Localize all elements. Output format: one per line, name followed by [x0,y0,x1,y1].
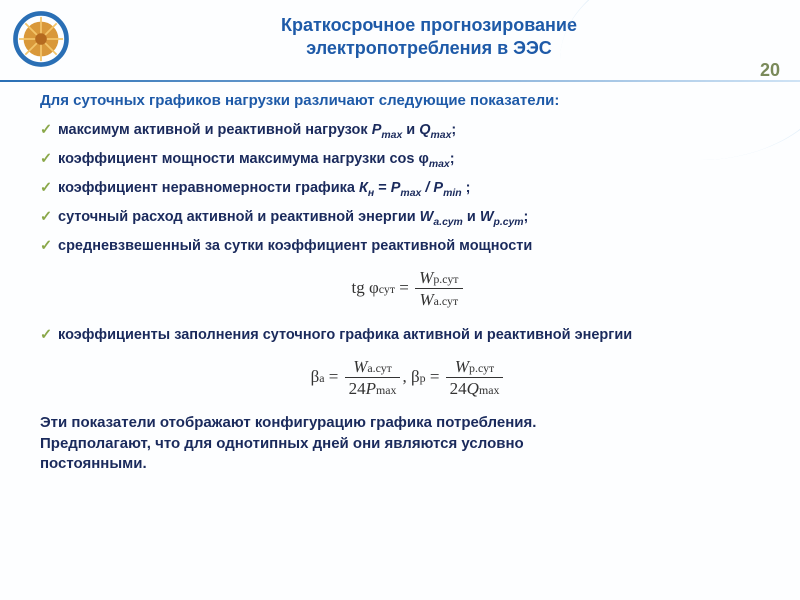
bullet-irregularity: коэффициент неравномерности графика Кн =… [40,177,776,202]
page-number: 20 [760,60,780,81]
bullet-max-load: максимум активной и реактивной нагрузок … [40,119,776,144]
slide-content: Для суточных графиков нагрузки различают… [0,92,800,474]
logo-sunburst-icon [12,10,70,68]
bullet-list-1: максимум активной и реактивной нагрузок … [40,119,776,258]
title-line-1: Краткосрочное прогнозирование [281,15,577,35]
bullet-daily-energy: суточный расход активной и реактивной эн… [40,206,776,231]
bullet-list-2: коэффициенты заполнения суточного график… [40,324,776,346]
bullet-weighted-reactive: средневзвешенный за сутки коэффициент ре… [40,235,776,257]
bullet-fill-factor: коэффициенты заполнения суточного график… [40,324,776,346]
bullet-power-factor: коэффициент мощности максимума нагрузки … [40,148,776,173]
footer-paragraph: Эти показатели отображают конфигурацию г… [40,413,776,474]
formula-tg-phi: tg φсут = Wр.сутWа.сут [40,268,776,311]
formula-beta: βa = Wа.сут24Pmax, βр = Wр.сут24Qmax [40,357,776,400]
title-line-2: электропотребления в ЭЭС [306,38,552,58]
